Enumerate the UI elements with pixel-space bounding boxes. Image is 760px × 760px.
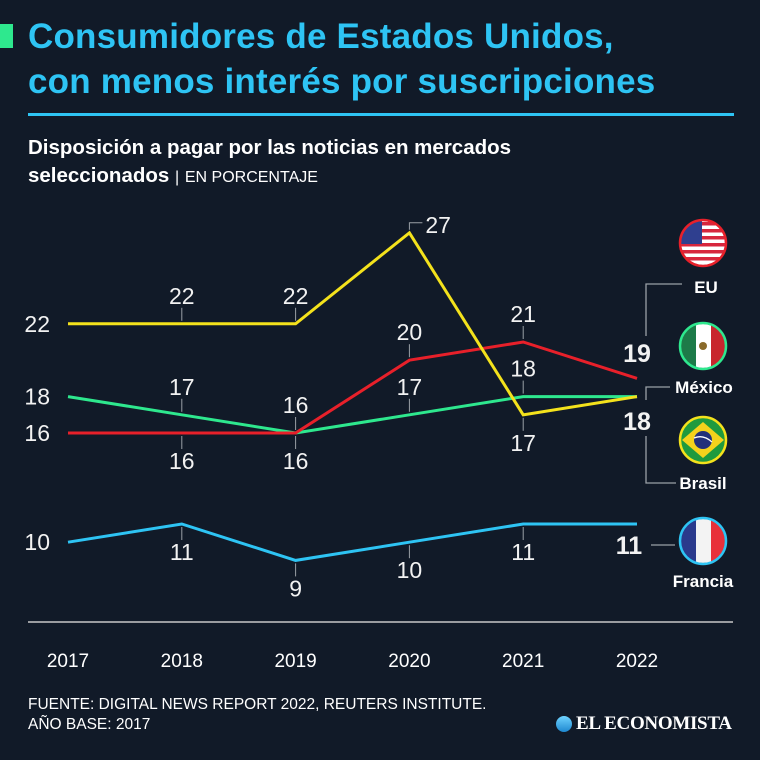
source-line-1: FUENTE: DIGITAL NEWS REPORT 2022, REUTER… bbox=[28, 696, 487, 713]
title-accent-bar bbox=[0, 24, 13, 48]
globe-logo-icon bbox=[556, 716, 572, 732]
data-label-brasil-2020: 27 bbox=[425, 212, 451, 238]
x-tick-label-2018: 2018 bbox=[161, 651, 203, 672]
series-line-brasil bbox=[68, 230, 638, 417]
data-label-francia-2021: 11 bbox=[511, 539, 535, 565]
series-line-eu bbox=[68, 340, 638, 435]
data-label-mexico-2019: 16 bbox=[283, 392, 309, 418]
x-tick-label-2022: 2022 bbox=[616, 651, 658, 672]
series-layer bbox=[67, 230, 638, 562]
data-label-mexico-2018: 17 bbox=[169, 374, 195, 400]
legend-label-brasil: Brasil bbox=[679, 474, 726, 493]
label-tick-brasil-2020 bbox=[408, 222, 423, 230]
end-label-11: 11 bbox=[616, 532, 643, 560]
source-note: FUENTE: DIGITAL NEWS REPORT 2022, REUTER… bbox=[28, 695, 486, 735]
series-line-mexico bbox=[67, 395, 637, 435]
data-label-brasil-2021: 17 bbox=[510, 430, 536, 456]
series-line-francia bbox=[67, 522, 637, 562]
data-label-brasil-2017: 22 bbox=[24, 311, 50, 337]
unit-label: EN PORCENTAJE bbox=[184, 169, 318, 186]
data-label-eu-2020: 20 bbox=[397, 319, 423, 345]
data-label-eu-2019: 16 bbox=[283, 448, 309, 474]
france-flag-icon bbox=[678, 516, 728, 566]
end-label-18: 18 bbox=[623, 408, 651, 436]
legend-connectors bbox=[645, 283, 682, 546]
connector-mexico bbox=[645, 386, 670, 400]
title-line-1: Consumidores de Estados Unidos, bbox=[28, 17, 614, 56]
unit-separator: | bbox=[175, 169, 180, 186]
x-tick-label-2021: 2021 bbox=[502, 651, 544, 672]
usa-flag-icon bbox=[678, 218, 728, 268]
data-label-eu-2021: 21 bbox=[510, 301, 536, 327]
source-line-2: AÑO BASE: 2017 bbox=[28, 716, 151, 733]
data-label-eu-2017: 16 bbox=[24, 420, 50, 446]
data-label-francia-2018: 11 bbox=[170, 539, 194, 565]
data-label-francia-2019: 9 bbox=[289, 575, 302, 601]
data-label-eu-2018: 16 bbox=[169, 448, 195, 474]
end-label-19: 19 bbox=[623, 340, 651, 368]
data-label-mexico-2020: 17 bbox=[397, 374, 423, 400]
x-tick-label-2017: 2017 bbox=[47, 651, 89, 672]
data-label-mexico-2017: 18 bbox=[24, 384, 50, 410]
value-tick-layer bbox=[181, 222, 524, 577]
subtitle-line-2: seleccionados bbox=[28, 164, 170, 187]
value-label-layer: 10 11 9 10 11 18 17 16 17 18 16 16 16 20 21 22 22 22 27 17 bbox=[24, 212, 536, 602]
page-title: Consumidores de Estados Unidos, con meno… bbox=[28, 14, 655, 104]
x-tick-label-2020: 2020 bbox=[388, 651, 430, 672]
brazil-flag-icon bbox=[678, 415, 728, 465]
x-tick-label-2019: 2019 bbox=[274, 651, 316, 672]
legend-label-francia: Francia bbox=[673, 572, 734, 591]
data-label-mexico-2021: 18 bbox=[510, 356, 536, 382]
el-economista-logo: EL ECONOMISTA bbox=[556, 713, 732, 735]
chart-subtitle: Disposición a pagar por las noticias en … bbox=[28, 134, 511, 192]
title-divider bbox=[28, 113, 734, 116]
logo-text: EL ECONOMISTA bbox=[576, 713, 732, 734]
x-axis-labels: 2017 2018 2019 2020 2021 2022 bbox=[47, 651, 658, 672]
data-label-francia-2017: 10 bbox=[24, 529, 50, 555]
legend-label-mexico: México bbox=[675, 378, 733, 397]
subtitle-line-1: Disposición a pagar por las noticias en … bbox=[28, 136, 512, 159]
connector-brasil bbox=[645, 436, 676, 484]
title-line-2: con menos interés por suscripciones bbox=[28, 62, 656, 101]
data-label-brasil-2019: 22 bbox=[283, 283, 309, 309]
data-label-francia-2020: 10 bbox=[397, 557, 423, 583]
connector-eu bbox=[645, 283, 682, 336]
mexico-flag-icon bbox=[678, 321, 728, 371]
legend-label-eu: EU bbox=[694, 278, 718, 297]
data-label-brasil-2018: 22 bbox=[169, 283, 195, 309]
